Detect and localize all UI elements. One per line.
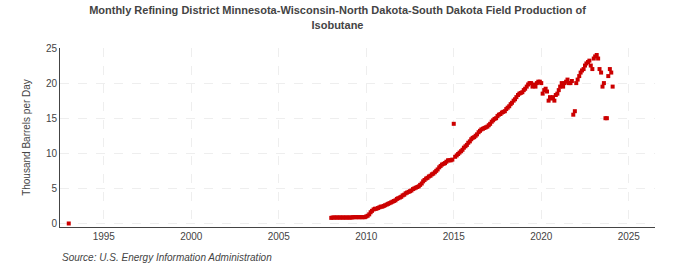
svg-text:2005: 2005 [268, 231, 291, 242]
svg-text:1995: 1995 [93, 231, 116, 242]
svg-text:Thousand Barrels per Day: Thousand Barrels per Day [21, 79, 32, 196]
svg-text:2010: 2010 [355, 231, 378, 242]
svg-text:15: 15 [46, 113, 58, 124]
svg-text:2015: 2015 [443, 231, 466, 242]
svg-text:10: 10 [46, 148, 58, 159]
svg-text:5: 5 [51, 183, 57, 194]
svg-text:2000: 2000 [180, 231, 203, 242]
svg-text:25: 25 [46, 43, 58, 54]
svg-text:2020: 2020 [530, 231, 553, 242]
svg-text:2025: 2025 [618, 231, 641, 242]
svg-text:20: 20 [46, 78, 58, 89]
svg-text:Source: U.S. Energy Informatio: Source: U.S. Energy Information Administ… [62, 252, 272, 263]
svg-text:0: 0 [51, 218, 57, 229]
svg-text:Monthly Refining District Minn: Monthly Refining District Minnesota-Wisc… [89, 4, 586, 30]
